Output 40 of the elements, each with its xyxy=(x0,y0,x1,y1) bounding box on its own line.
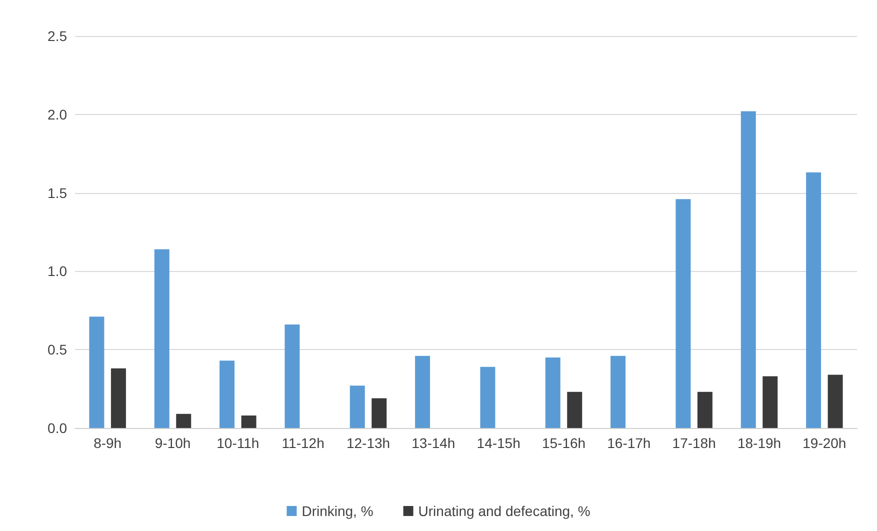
bar xyxy=(176,414,192,428)
x-tick-label: 9-10h xyxy=(154,435,191,451)
bar xyxy=(676,199,691,428)
x-tick-label: 13-14h xyxy=(412,435,456,451)
bar xyxy=(241,415,256,428)
legend-label: Drinking, % xyxy=(302,503,374,519)
y-tick-label: 0.0 xyxy=(48,420,68,436)
x-tick-label: 14-15h xyxy=(476,435,520,451)
bar xyxy=(372,398,387,428)
bar xyxy=(284,324,300,428)
y-tick-label: 1.0 xyxy=(48,263,68,280)
bar xyxy=(762,376,778,428)
x-tick-label: 12-13h xyxy=(346,435,390,451)
y-tick-label: 2.5 xyxy=(48,28,68,44)
x-tick-label: 11-12h xyxy=(282,435,324,451)
bar xyxy=(697,392,712,428)
bar xyxy=(220,360,235,428)
bar xyxy=(480,366,496,428)
x-tick-label: 18-19h xyxy=(737,435,782,451)
bar xyxy=(350,386,365,428)
x-tick-label: 8-9h xyxy=(94,435,122,451)
bar xyxy=(415,356,430,428)
bar xyxy=(110,368,126,428)
bar xyxy=(610,356,626,428)
x-tick-label: 15-16h xyxy=(542,435,586,451)
bar xyxy=(567,392,582,428)
x-tick-label: 16-17h xyxy=(607,435,651,451)
bar xyxy=(545,357,560,428)
y-tick-label: 1.5 xyxy=(48,184,68,201)
bar xyxy=(740,111,756,428)
x-tick-label: 17-18h xyxy=(672,435,716,451)
x-tick-label: 19-20h xyxy=(802,435,846,451)
y-tick-label: 2.0 xyxy=(48,106,68,122)
y-tick-label: 0.5 xyxy=(48,342,68,358)
bar xyxy=(828,374,843,428)
x-tick-label: 10-11h xyxy=(216,435,260,451)
bar xyxy=(89,316,104,428)
bar xyxy=(806,172,822,428)
legend-label: Urinating and defecating, % xyxy=(418,503,590,519)
bar xyxy=(154,249,170,428)
